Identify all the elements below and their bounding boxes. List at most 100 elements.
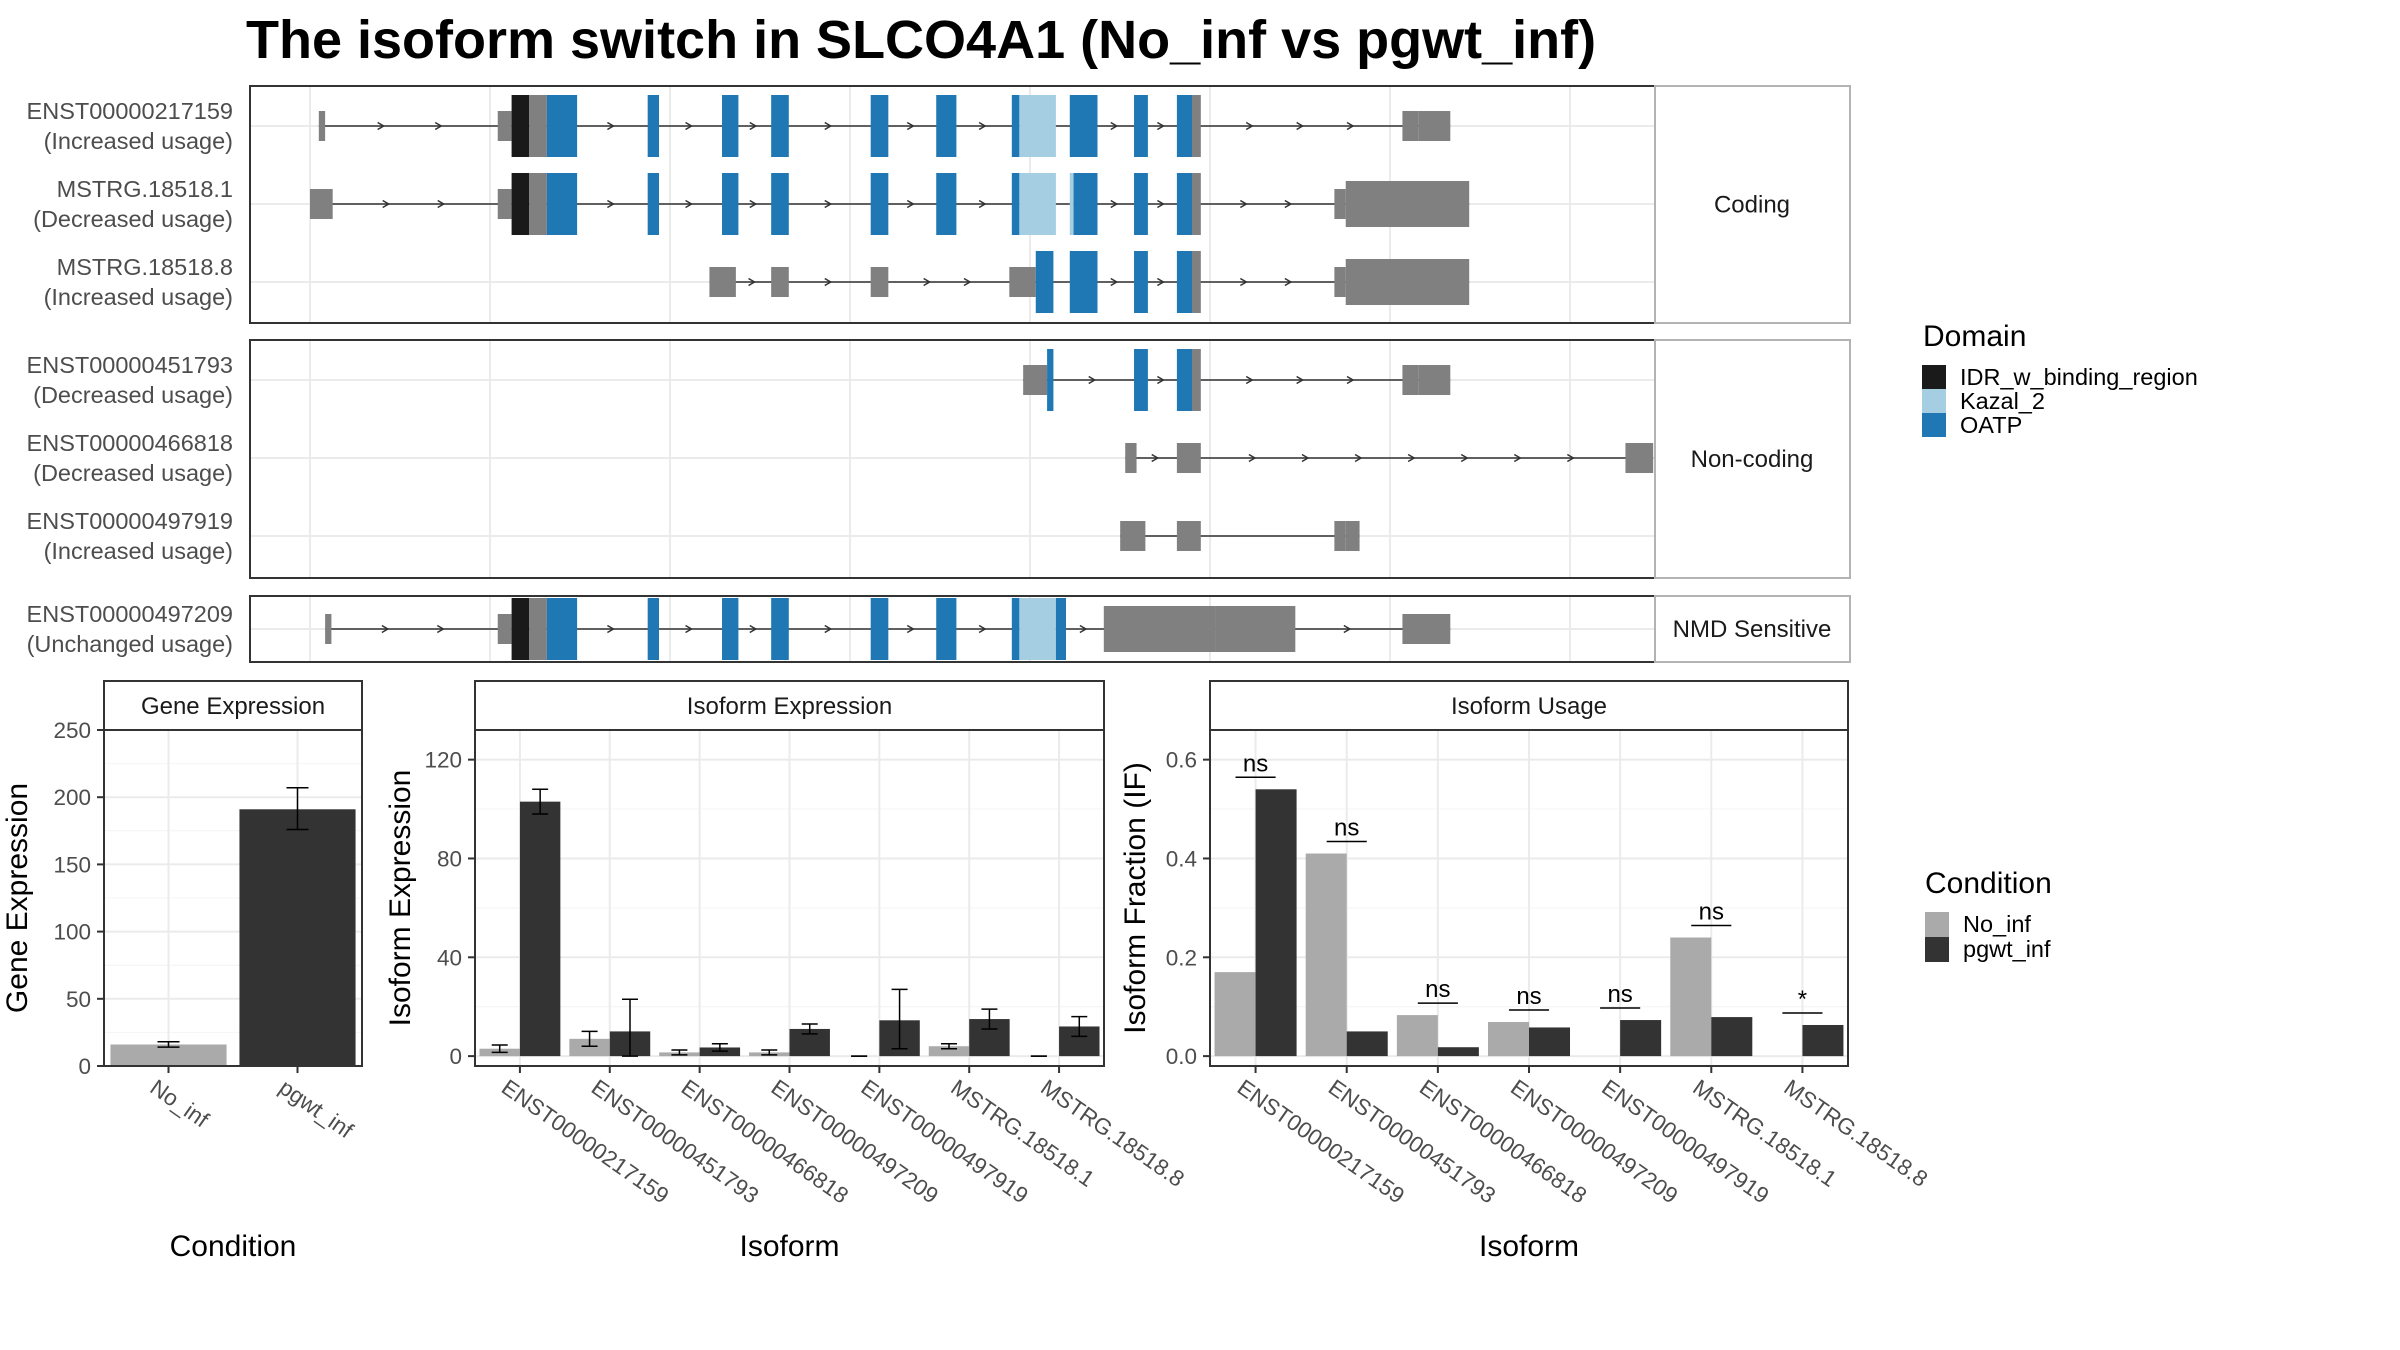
coding-exon-oatp [1176,251,1192,313]
significance-label: ns [1334,815,1359,842]
utr-exon [1176,443,1201,473]
utr-exon [1334,267,1346,297]
utr-exon [1125,443,1137,473]
strand-arrow [1296,375,1305,385]
strand-arrow [382,199,391,209]
utr-exon [1402,111,1419,141]
significance-label: ns [1425,976,1450,1003]
utr-exon [1345,259,1470,305]
coding-exon-oatp [771,95,789,157]
x-tick-label: ENST00000466818 [677,1075,853,1209]
y-axis-title: Isoform Fraction (IF) [1119,762,1152,1034]
y-tick-label: 0.2 [1166,945,1197,970]
group-label: Coding [1714,192,1790,219]
isoform-structure-panel: ENST00000217159 (Increased usage) MSTRG.18… [27,85,1851,663]
condition-legend-label: No_inf [1963,911,2031,937]
utr-exon [1334,521,1346,551]
strand-arrow [1110,277,1119,287]
chart-title: Isoform Expression [687,693,892,720]
coding-exon-oatp [722,95,739,157]
legend-key-pgwt_inf [1925,937,1949,962]
strand-arrow [1245,121,1254,131]
coding-exon-oatp [1047,349,1054,411]
coding-exon-oatp [1011,598,1020,660]
isoform-id-label: ENST00000451793 [27,352,233,378]
x-axis-title: Isoform [739,1230,839,1263]
strand-arrow [824,624,833,634]
utr-exon [1334,189,1346,219]
strand-arrow [748,277,757,287]
x-tick-label: ENST00000497919 [856,1075,1032,1209]
coding-exon-oatp [1073,173,1098,235]
coding-exon-oatp [1069,95,1098,157]
x-tick-label: ENST00000217159 [1233,1075,1409,1209]
strand-arrow [607,624,615,634]
strand-arrow [1460,453,1469,463]
bar-no_inf [110,1044,227,1066]
figure-title: The isoform switch in SLCO4A1 (No_inf vs… [246,10,1596,70]
utr-exon [310,189,333,219]
coding-exon-noncoding [1192,349,1201,411]
strand-arrow [1248,453,1257,463]
bar-pgwt_inf [1529,1027,1571,1057]
isoform-usage-label: (Increased usage) [44,128,233,154]
coding-exon-noncoding [529,173,547,235]
y-tick-label: 250 [53,718,91,743]
coding-exon-oatp [870,173,889,235]
y-tick-label: 0.4 [1166,846,1197,871]
y-tick-label: 0 [449,1044,462,1069]
strand-arrow [1245,375,1254,385]
group-strip [1654,595,1851,663]
strand-arrow [1110,121,1119,131]
strand-arrow [377,121,386,131]
isoform-usage-label: (Increased usage) [44,538,233,564]
legend-key-idr_w_binding_region [1922,365,1946,389]
coding-exon-oatp [936,598,957,660]
strand-arrow [1151,453,1160,463]
coding-exon-noncoding [529,95,547,157]
coding-exon-oatp [546,598,578,660]
coding-exon-noncoding [1192,173,1201,235]
bar-pgwt_inf [1255,789,1297,1057]
isoform-usage-label: (Decreased usage) [33,460,233,486]
coding-exon-oatp [647,173,660,235]
domain-legend-label: OATP [1960,412,2022,438]
utr-exon [1402,365,1419,395]
y-axis-title: Isoform Expression [384,770,417,1027]
coding-exon-oatp [771,173,789,235]
strand-arrow [437,199,446,209]
strand-arrow [906,624,915,634]
y-tick-label: 50 [66,987,91,1012]
strand-arrow [963,277,972,287]
strand-arrow [1346,121,1355,131]
utr-exon [497,189,512,219]
isoform-id-label: ENST00000497919 [27,508,233,534]
x-tick-label: ENST00000217159 [497,1075,673,1209]
coding-exon-oatp [1176,95,1192,157]
strand-arrow [1346,375,1355,385]
bar-pgwt_inf [519,801,561,1057]
utr-exon [870,267,889,297]
bar-pgwt_inf [1620,1020,1662,1057]
y-tick-label: 40 [437,945,462,970]
strand-arrow [1566,453,1575,463]
coding-exon-idr_w_binding_region [511,95,530,157]
y-axis-title: Gene Expression [1,783,34,1013]
group-label: NMD Sensitive [1673,616,1832,643]
y-tick-label: 0 [78,1054,91,1079]
coding-exon-oatp [870,598,889,660]
coding-exon-oatp [1134,349,1148,411]
strand-arrow [824,199,833,209]
coding-exon-oatp [936,173,957,235]
x-tick-label: ENST00000451793 [1324,1075,1500,1209]
strand-arrow [1284,277,1293,287]
significance-label: ns [1607,981,1632,1008]
y-tick-label: 0.0 [1166,1044,1197,1069]
coding-exon-oatp [1134,251,1148,313]
strand-arrow [978,121,987,131]
strand-arrow [381,624,390,634]
strand-arrow [1157,199,1165,209]
coding-exon-noncoding [529,598,547,660]
x-axis-title: Isoform [1479,1230,1579,1263]
